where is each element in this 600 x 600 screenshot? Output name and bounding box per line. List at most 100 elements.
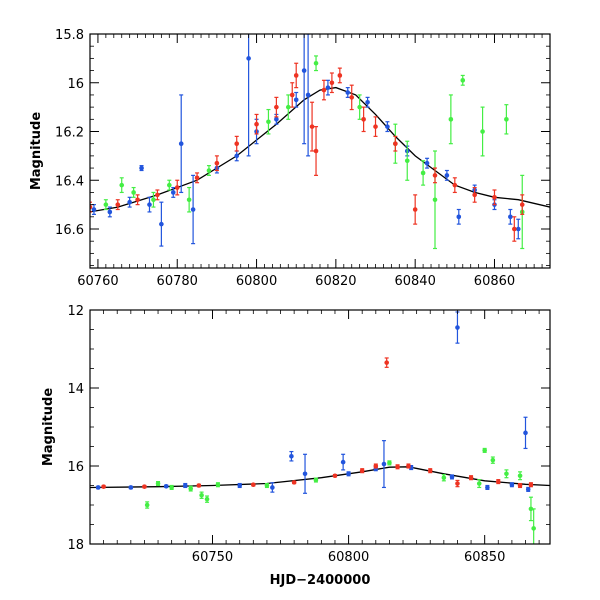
data-point: [528, 482, 534, 488]
data-point: [492, 195, 497, 200]
data-point: [301, 68, 307, 73]
bottom-y-axis-label: Magnitude: [41, 388, 56, 467]
top-series-1: [91, 34, 521, 247]
y-tick-label: 14: [67, 382, 84, 397]
data-point: [151, 197, 156, 203]
x-tick-label: 60760: [77, 274, 118, 289]
data-point: [395, 464, 400, 470]
top-series-2: [103, 55, 525, 250]
bottom-x-axis-label: HJD−2400000: [270, 573, 371, 588]
data-point: [147, 202, 152, 207]
data-point: [517, 483, 523, 488]
x-tick-label: 60850: [464, 550, 505, 565]
data-point: [329, 80, 335, 86]
data-point: [91, 207, 97, 212]
data-point: [406, 463, 411, 469]
data-point: [237, 483, 243, 488]
data-point: [302, 471, 308, 477]
data-point: [155, 481, 161, 486]
data-point: [119, 182, 125, 188]
x-tick-label: 60750: [192, 550, 233, 565]
x-tick-label: 60840: [394, 274, 435, 289]
top-panel-data: [90, 34, 550, 250]
data-point: [432, 197, 438, 203]
data-point: [289, 453, 294, 459]
data-point: [456, 214, 462, 220]
data-point: [412, 207, 418, 212]
data-point: [215, 482, 221, 488]
data-point: [332, 473, 338, 479]
data-point: [234, 141, 240, 146]
data-point: [472, 192, 477, 198]
data-point: [432, 173, 438, 178]
data-point: [291, 480, 297, 485]
data-point: [251, 482, 256, 488]
data-point: [264, 483, 270, 488]
top-series-3: [90, 62, 525, 242]
data-point: [361, 117, 366, 122]
data-point: [345, 90, 351, 95]
data-point: [373, 124, 378, 129]
top-panel: 60760 60780 60800 60820 60840 60860 15.8 16 16.2…: [29, 28, 551, 289]
data-point: [441, 475, 447, 481]
data-point: [167, 182, 172, 188]
data-point: [525, 487, 531, 492]
data-point: [196, 483, 202, 488]
data-point: [169, 485, 174, 490]
top-y-axis-label: Magnitude: [29, 112, 44, 191]
data-point: [321, 87, 327, 93]
data-point: [103, 202, 109, 207]
data-point: [170, 190, 176, 195]
data-point: [204, 496, 210, 502]
data-point: [340, 459, 346, 465]
top-plot-area: [90, 34, 550, 250]
data-point: [159, 221, 164, 227]
data-point: [460, 78, 466, 83]
data-point: [384, 360, 389, 365]
data-point: [365, 99, 370, 105]
data-point: [337, 73, 343, 78]
bottom-panel: 60750 60800 60850 12 14 16 18 Magnitude HJD−24…: [41, 304, 551, 588]
data-point: [266, 119, 271, 125]
data-point: [254, 121, 259, 127]
y-tick-label: 16.4: [55, 174, 84, 189]
data-point: [309, 124, 315, 129]
data-point: [115, 202, 121, 207]
data-point: [357, 104, 362, 110]
data-point: [194, 175, 200, 181]
x-tick-label: 60820: [315, 274, 356, 289]
bottom-series-2: [144, 447, 536, 544]
data-point: [455, 481, 460, 486]
y-tick-label: 16.6: [55, 223, 84, 238]
data-point: [452, 182, 458, 188]
data-point: [139, 165, 144, 171]
data-point: [199, 492, 204, 498]
data-point: [385, 124, 390, 129]
data-point: [346, 471, 351, 477]
y-tick-label: 15.8: [55, 28, 84, 43]
data-point: [476, 481, 482, 486]
x-tick-label: 60800: [236, 274, 277, 289]
data-point: [234, 153, 240, 159]
bottom-series-3: [101, 357, 534, 489]
data-point: [373, 463, 379, 469]
y-tick-label: 18: [67, 538, 84, 553]
data-point: [135, 197, 140, 203]
data-point: [528, 506, 534, 512]
bottom-plot-frame: [89, 309, 551, 545]
data-point: [293, 97, 299, 103]
data-point: [508, 214, 513, 220]
data-point: [101, 484, 106, 489]
data-point: [468, 475, 474, 481]
data-point: [393, 141, 398, 146]
y-tick-label: 12: [67, 304, 84, 319]
x-tick-label: 60780: [157, 274, 198, 289]
data-point: [190, 207, 196, 212]
data-point: [155, 192, 160, 198]
data-point: [246, 56, 251, 61]
bottom-plot-area: [90, 311, 550, 544]
data-point: [293, 73, 299, 78]
data-point: [186, 197, 192, 203]
data-point: [305, 92, 311, 98]
